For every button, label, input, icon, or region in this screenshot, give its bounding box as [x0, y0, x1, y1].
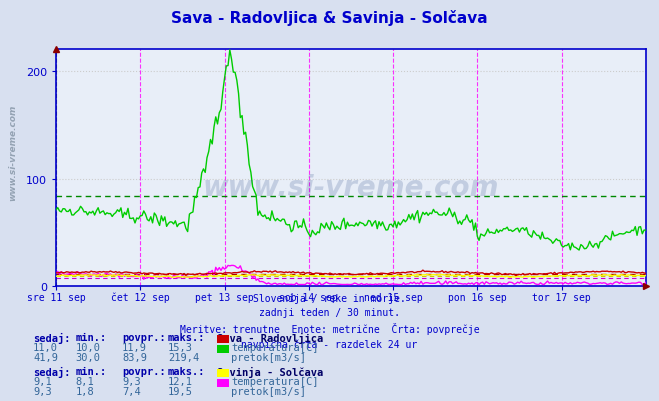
Text: pretok[m3/s]: pretok[m3/s] [231, 386, 306, 396]
Text: Sava - Radovljica: Sava - Radovljica [217, 332, 324, 343]
Text: sedaj:: sedaj: [33, 366, 71, 377]
Text: 83,9: 83,9 [122, 352, 147, 362]
Text: sob 14 sep: sob 14 sep [279, 292, 338, 302]
Text: 30,0: 30,0 [76, 352, 101, 362]
Text: sre 11 sep: sre 11 sep [26, 292, 86, 302]
Text: Savinja - Solčava: Savinja - Solčava [217, 366, 324, 377]
Text: pon 16 sep: pon 16 sep [448, 292, 507, 302]
Text: povpr.:: povpr.: [122, 366, 165, 376]
Text: 19,5: 19,5 [168, 386, 193, 396]
Text: 10,0: 10,0 [76, 342, 101, 352]
Text: 8,1: 8,1 [76, 376, 94, 386]
Text: 1,8: 1,8 [76, 386, 94, 396]
Text: 9,3: 9,3 [122, 376, 140, 386]
Text: 219,4: 219,4 [168, 352, 199, 362]
Text: pretok[m3/s]: pretok[m3/s] [231, 352, 306, 362]
Text: 11,9: 11,9 [122, 342, 147, 352]
Text: 41,9: 41,9 [33, 352, 58, 362]
Text: 15,3: 15,3 [168, 342, 193, 352]
Text: Slovenija / reke in morje.
zadnji teden / 30 minut.
Meritve: trenutne  Enote: me: Slovenija / reke in morje. zadnji teden … [180, 294, 479, 349]
Text: povpr.:: povpr.: [122, 332, 165, 342]
Text: temperatura[C]: temperatura[C] [231, 342, 319, 352]
Text: min.:: min.: [76, 366, 107, 376]
Text: 12,1: 12,1 [168, 376, 193, 386]
Text: 11,0: 11,0 [33, 342, 58, 352]
Text: sedaj:: sedaj: [33, 332, 71, 343]
Text: 9,1: 9,1 [33, 376, 51, 386]
Text: maks.:: maks.: [168, 332, 206, 342]
Text: www.si-vreme.com: www.si-vreme.com [203, 173, 499, 201]
Text: 9,3: 9,3 [33, 386, 51, 396]
Text: maks.:: maks.: [168, 366, 206, 376]
Text: min.:: min.: [76, 332, 107, 342]
Text: temperatura[C]: temperatura[C] [231, 376, 319, 386]
Text: ned 15 sep: ned 15 sep [364, 292, 422, 302]
Text: 7,4: 7,4 [122, 386, 140, 396]
Text: Sava - Radovljica & Savinja - Solčava: Sava - Radovljica & Savinja - Solčava [171, 10, 488, 26]
Text: tor 17 sep: tor 17 sep [532, 292, 591, 302]
Text: www.si-vreme.com: www.si-vreme.com [8, 104, 17, 200]
Text: čet 12 sep: čet 12 sep [111, 292, 169, 302]
Text: pet 13 sep: pet 13 sep [195, 292, 254, 302]
